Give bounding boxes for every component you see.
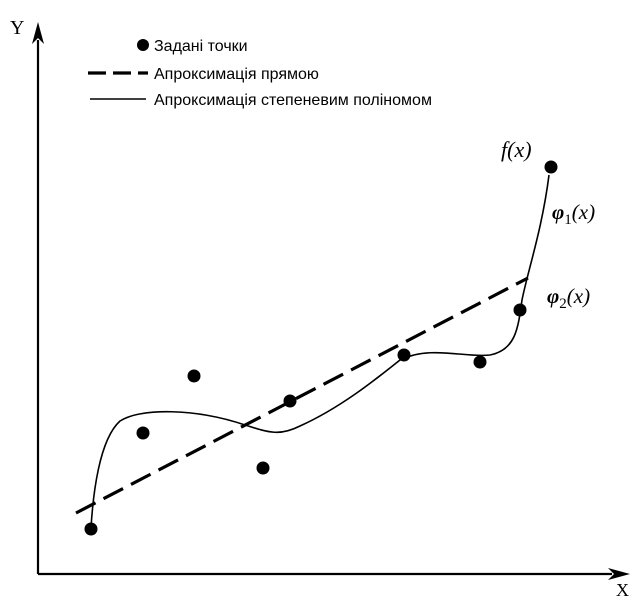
data-point — [136, 426, 150, 440]
label-phi1-of-x: φ1(x) — [552, 200, 595, 228]
label-f-of-x: f(x) — [501, 137, 532, 162]
y-axis-arrowhead — [32, 22, 44, 44]
data-point — [256, 461, 270, 475]
label-phi2-arg: (x) — [567, 284, 590, 308]
legend: Задані точки Апроксимація прямою Апрокси… — [88, 38, 432, 109]
label-phi2-subscript: 2 — [559, 296, 567, 312]
linear-approximation-line — [75, 276, 529, 515]
label-phi1-subscript: 1 — [564, 212, 572, 228]
x-axis-label: X — [616, 580, 629, 600]
label-phi1-symbol: φ — [552, 200, 564, 224]
label-phi2-of-x: φ2(x) — [547, 284, 590, 312]
polynomial-approximation-curve — [90, 174, 550, 529]
label-phi2-symbol: φ — [547, 284, 559, 308]
label-f-name: f — [501, 137, 510, 162]
legend-item-poly: Апроксимація степеневим поліномом — [154, 92, 432, 109]
axes — [32, 22, 630, 580]
label-phi1-arg: (x) — [572, 200, 595, 224]
legend-item-points: Задані точки — [154, 38, 248, 55]
data-point — [187, 369, 201, 383]
data-point — [283, 394, 297, 408]
y-axis-label: Y — [10, 17, 24, 39]
data-point — [473, 355, 487, 369]
given-points — [84, 160, 558, 536]
data-point — [84, 522, 98, 536]
x-axis-arrowhead — [608, 568, 630, 580]
data-point — [544, 160, 558, 174]
legend-item-line: Апроксимація прямою — [154, 66, 319, 83]
data-point — [397, 348, 411, 362]
legend-point-marker — [137, 39, 149, 51]
label-f-arg: (x) — [507, 137, 531, 162]
data-point — [513, 303, 527, 317]
